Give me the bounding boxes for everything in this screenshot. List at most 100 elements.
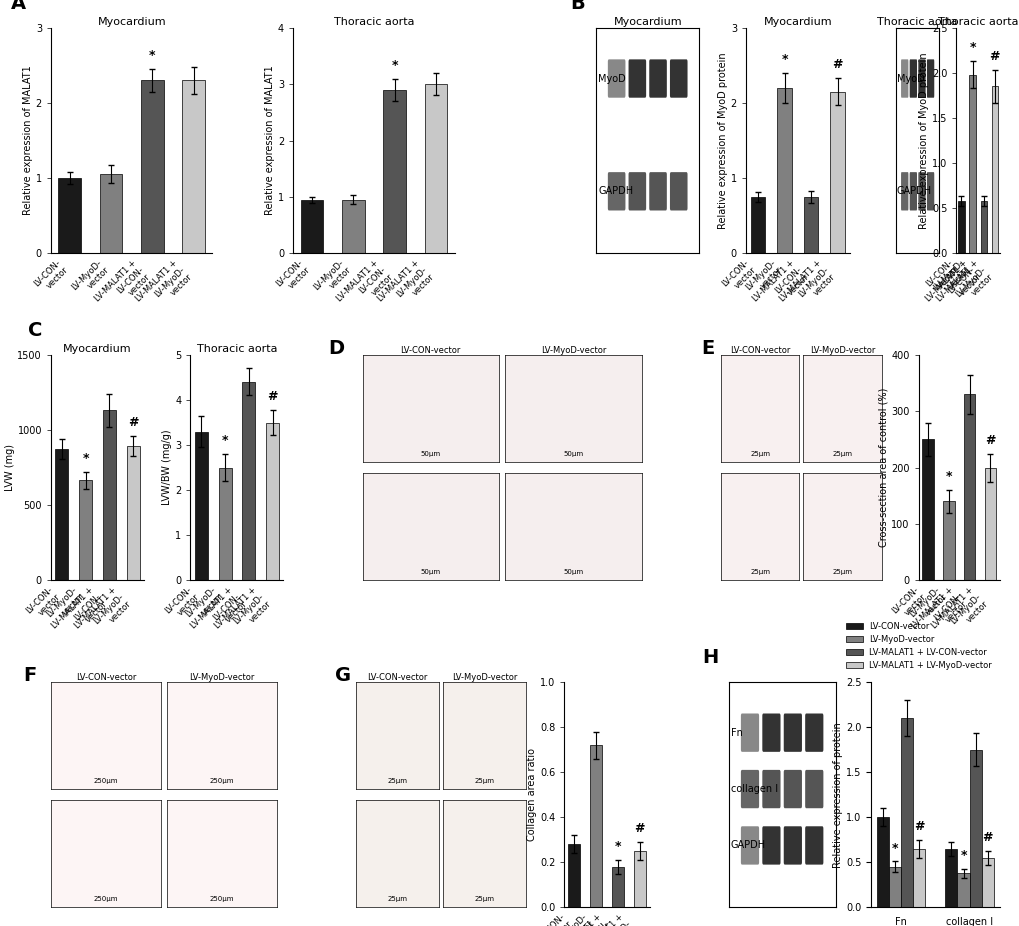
Text: 25μm: 25μm [474,778,494,784]
Bar [633,851,645,907]
Text: LV-MyoD-
vector: LV-MyoD- vector [69,257,111,299]
Text: 25μm: 25μm [833,569,852,575]
Text: LV-CON-
vector: LV-CON- vector [890,585,927,622]
Title: LV-MyoD-vector: LV-MyoD-vector [540,345,605,355]
Text: LV-MALAT1 +
LV-CON-
vector: LV-MALAT1 + LV-CON- vector [557,912,618,926]
Text: #: # [634,822,644,835]
Bar [979,201,985,254]
Text: GAPDH: GAPDH [597,186,633,196]
Bar [266,422,279,581]
Text: LV-MALAT1 +
LV-MyoD-
vector: LV-MALAT1 + LV-MyoD- vector [929,585,989,644]
Bar [58,178,81,254]
Text: LV-MyoD-
vector: LV-MyoD- vector [312,257,353,299]
FancyBboxPatch shape [804,770,822,808]
Bar [243,382,255,581]
Title: LV-MyoD-vector: LV-MyoD-vector [189,673,254,682]
Text: GAPDH: GAPDH [730,841,765,850]
Title: Thoracic aorta: Thoracic aorta [197,344,277,354]
Text: 25μm: 25μm [833,451,852,457]
Y-axis label: Cross-section area of control (%): Cross-section area of control (%) [877,388,888,547]
Text: LV-MALAT1 +
LV-CON-
vector: LV-MALAT1 + LV-CON- vector [189,585,249,644]
Text: 25μm: 25μm [749,451,769,457]
Text: LV-CON-
vector: LV-CON- vector [32,257,69,295]
Bar [945,849,957,907]
FancyBboxPatch shape [669,59,687,98]
Bar [341,200,364,254]
FancyBboxPatch shape [761,826,780,865]
Text: 50μm: 50μm [420,451,440,457]
Title: LV-CON-vector: LV-CON-vector [400,345,461,355]
FancyBboxPatch shape [804,714,822,752]
FancyBboxPatch shape [783,770,801,808]
FancyBboxPatch shape [900,59,908,98]
Text: 25μm: 25μm [474,896,494,902]
Bar [301,200,323,254]
Text: #: # [988,50,999,63]
FancyBboxPatch shape [649,172,666,210]
Text: LV-CON-
vector: LV-CON- vector [719,257,757,295]
FancyBboxPatch shape [909,59,916,98]
Y-axis label: LVW/BW (mg/g): LVW/BW (mg/g) [162,430,172,506]
Bar [776,88,791,254]
Text: LV-MALAT1 +
LV-MyoD-
vector: LV-MALAT1 + LV-MyoD- vector [213,585,272,644]
Bar [990,86,997,254]
Bar [383,90,406,254]
Legend: LV-CON-vector, LV-MyoD-vector, LV-MALAT1 + LV-CON-vector, LV-MALAT1 + LV-MyoD-ve: LV-CON-vector, LV-MyoD-vector, LV-MALAT1… [842,619,995,673]
Text: LV-MALAT1 +
LV-CON-
vector: LV-MALAT1 + LV-CON- vector [751,257,810,318]
FancyBboxPatch shape [917,59,924,98]
FancyBboxPatch shape [607,59,625,98]
Bar [103,410,116,581]
Text: 25μm: 25μm [749,569,769,575]
FancyBboxPatch shape [926,59,933,98]
Bar [889,867,900,907]
Text: LV-MyoD-
vector: LV-MyoD- vector [907,585,948,626]
Title: Myocardium: Myocardium [762,17,832,27]
FancyBboxPatch shape [900,172,908,210]
Bar [900,718,912,907]
Text: LV-MALAT1 +
LV-MyoD-
vector: LV-MALAT1 + LV-MyoD- vector [580,912,639,926]
Text: #: # [984,433,995,446]
FancyBboxPatch shape [628,172,645,210]
Text: *: * [959,849,966,862]
Title: Myocardium: Myocardium [612,17,682,27]
Title: LV-MyoD-vector: LV-MyoD-vector [451,673,517,682]
Text: LV-MALAT1 +
LV-CON-
vector: LV-MALAT1 + LV-CON- vector [909,585,969,644]
Text: MyoD: MyoD [597,73,625,83]
Bar [957,873,969,907]
Bar [969,749,980,907]
Bar [611,867,624,907]
Bar [876,818,889,907]
Bar [963,394,974,581]
Bar [968,75,974,254]
Title: Myocardium: Myocardium [63,344,131,354]
FancyBboxPatch shape [740,826,758,865]
Y-axis label: LVW (mg): LVW (mg) [4,444,14,491]
FancyBboxPatch shape [761,714,780,752]
Bar [100,174,122,254]
FancyBboxPatch shape [669,172,687,210]
Text: *: * [968,42,975,55]
Text: LV-MALAT1 +
LV-CON-
vector: LV-MALAT1 + LV-CON- vector [334,257,394,318]
Title: LV-MyoD-vector: LV-MyoD-vector [809,345,874,355]
Text: 250μm: 250μm [209,896,233,902]
Y-axis label: Collagen area ratio: Collagen area ratio [527,748,537,841]
Text: C: C [28,321,42,340]
FancyBboxPatch shape [804,826,822,865]
Title: LV-CON-vector: LV-CON-vector [730,345,790,355]
Text: A: A [10,0,25,13]
Text: #: # [913,820,923,833]
Title: Thoracic aorta: Thoracic aorta [936,17,1017,27]
Y-axis label: Relative expression of MALAT1: Relative expression of MALAT1 [265,66,275,216]
Text: #: # [127,417,139,430]
Text: 250μm: 250μm [94,778,118,784]
FancyBboxPatch shape [761,770,780,808]
Text: LV-MALAT1 +
LV-CON-
vector: LV-MALAT1 + LV-CON- vector [50,585,109,644]
Text: LV-MyoD-
vector: LV-MyoD- vector [930,257,971,299]
Text: LV-MyoD-
vector: LV-MyoD- vector [743,257,784,299]
FancyBboxPatch shape [783,826,801,865]
Text: *: * [945,470,951,483]
Text: *: * [83,453,89,466]
Bar [195,432,208,581]
Text: LV-MALAT1 +
LV-MyoD-
vector: LV-MALAT1 + LV-MyoD- vector [133,257,194,318]
Text: LV-MyoD-
vector: LV-MyoD- vector [554,912,595,926]
